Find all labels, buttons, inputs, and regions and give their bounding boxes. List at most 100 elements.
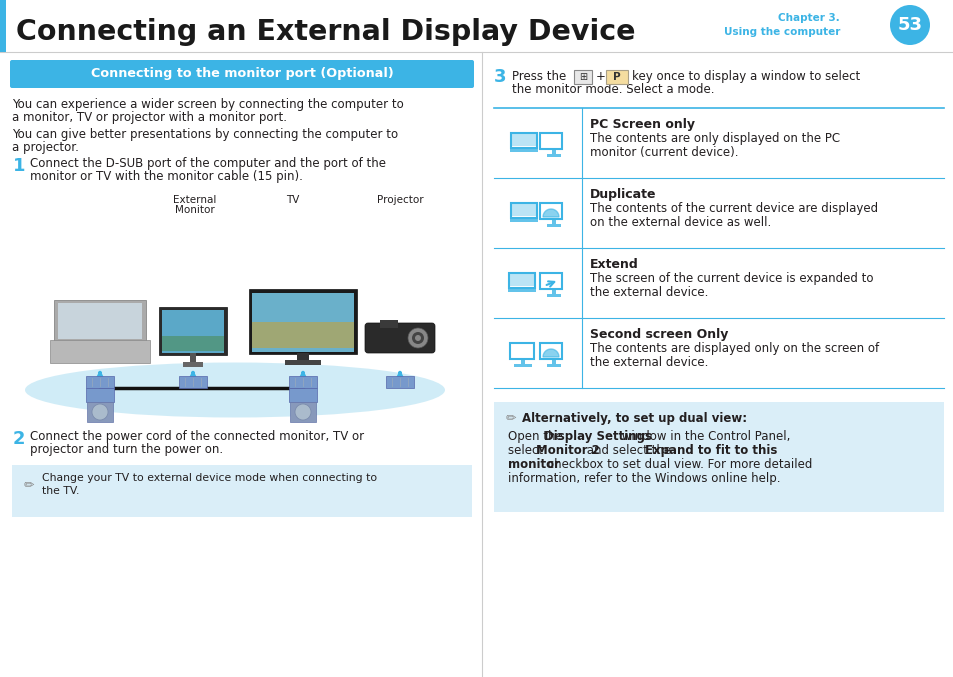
Text: Connect the D-SUB port of the computer and the port of the: Connect the D-SUB port of the computer a… xyxy=(30,157,386,170)
Text: the TV.: the TV. xyxy=(42,486,79,496)
Text: Monitor 2: Monitor 2 xyxy=(536,444,599,457)
Text: ✏: ✏ xyxy=(505,412,516,425)
Text: Change your TV to external device mode when connecting to: Change your TV to external device mode w… xyxy=(42,473,376,483)
Text: the external device.: the external device. xyxy=(589,356,708,369)
Text: TV: TV xyxy=(286,195,299,205)
Text: Monitor: Monitor xyxy=(175,205,214,215)
Text: Open the: Open the xyxy=(507,430,566,443)
Text: ✏: ✏ xyxy=(24,479,34,492)
Bar xyxy=(514,364,532,367)
Text: Display Settings: Display Settings xyxy=(543,430,651,443)
Bar xyxy=(539,343,561,359)
Text: a monitor, TV or projector with a monitor port.: a monitor, TV or projector with a monito… xyxy=(12,111,287,124)
Bar xyxy=(285,360,320,365)
Text: The screen of the current device is expanded to: The screen of the current device is expa… xyxy=(589,272,873,285)
Bar xyxy=(520,359,524,364)
Bar xyxy=(539,273,561,289)
Bar xyxy=(50,341,150,363)
Bar xyxy=(86,388,113,402)
Text: monitor or TV with the monitor cable (15 pin).: monitor or TV with the monitor cable (15… xyxy=(30,170,302,183)
Circle shape xyxy=(412,332,423,344)
Bar xyxy=(546,364,560,367)
Text: Press the: Press the xyxy=(512,70,566,83)
Text: P: P xyxy=(613,72,620,82)
Bar xyxy=(162,310,224,353)
Bar xyxy=(179,376,207,388)
Circle shape xyxy=(408,328,428,348)
Bar xyxy=(574,70,592,84)
Bar xyxy=(552,289,556,294)
Ellipse shape xyxy=(25,362,444,418)
Text: The contents are displayed only on the screen of: The contents are displayed only on the s… xyxy=(589,342,879,355)
Text: Projector: Projector xyxy=(376,195,423,205)
Text: window in the Control Panel,: window in the Control Panel, xyxy=(618,430,789,443)
Text: on the external device as well.: on the external device as well. xyxy=(589,216,770,229)
Text: the external device.: the external device. xyxy=(589,286,708,299)
Bar xyxy=(509,218,537,221)
Bar xyxy=(510,274,533,286)
Text: External: External xyxy=(173,195,216,205)
Bar xyxy=(509,148,537,152)
Text: the monitor mode. Select a mode.: the monitor mode. Select a mode. xyxy=(512,83,714,96)
Text: The contents are only displayed on the PC: The contents are only displayed on the P… xyxy=(589,132,840,145)
Bar xyxy=(296,353,309,363)
Bar xyxy=(252,322,354,348)
FancyBboxPatch shape xyxy=(365,323,435,353)
Bar xyxy=(159,307,227,355)
Text: PC Screen only: PC Screen only xyxy=(589,118,695,131)
Bar xyxy=(507,288,536,292)
Bar xyxy=(552,359,556,364)
Bar xyxy=(494,402,943,512)
Circle shape xyxy=(294,404,311,420)
Bar xyxy=(289,376,316,388)
Bar xyxy=(512,204,536,217)
Bar xyxy=(539,203,561,219)
Bar xyxy=(0,0,6,52)
Text: select: select xyxy=(507,444,546,457)
Bar xyxy=(86,376,113,388)
Text: You can give better presentations by connecting the computer to: You can give better presentations by con… xyxy=(12,128,397,141)
Bar xyxy=(511,203,537,218)
Text: Alternatively, to set up dual view:: Alternatively, to set up dual view: xyxy=(521,412,746,425)
Bar xyxy=(512,134,536,146)
Bar xyxy=(252,293,354,352)
Text: Second screen Only: Second screen Only xyxy=(589,328,727,341)
Bar xyxy=(289,388,316,402)
Bar xyxy=(190,353,195,365)
Text: monitor (current device).: monitor (current device). xyxy=(589,146,738,159)
Bar xyxy=(552,219,556,224)
Text: ⊞: ⊞ xyxy=(578,72,586,82)
Bar xyxy=(546,224,560,227)
Text: Connecting an External Display Device: Connecting an External Display Device xyxy=(16,18,635,46)
Text: The contents of the current device are displayed: The contents of the current device are d… xyxy=(589,202,877,215)
Text: Expand to fit to this: Expand to fit to this xyxy=(644,444,777,457)
Bar xyxy=(386,376,414,388)
Polygon shape xyxy=(542,209,558,217)
Bar xyxy=(509,273,535,288)
Bar xyxy=(249,289,356,354)
Text: Using the computer: Using the computer xyxy=(723,27,840,37)
Text: 3: 3 xyxy=(494,68,506,86)
Text: Connect the power cord of the connected monitor, TV or: Connect the power cord of the connected … xyxy=(30,430,364,443)
Bar xyxy=(183,362,203,367)
Text: +: + xyxy=(596,70,605,83)
Text: and select the: and select the xyxy=(582,444,674,457)
Text: Extend: Extend xyxy=(589,258,639,271)
Circle shape xyxy=(91,404,108,420)
Bar xyxy=(290,402,315,422)
Text: checkbox to set dual view. For more detailed: checkbox to set dual view. For more deta… xyxy=(543,458,812,471)
Bar xyxy=(546,154,560,157)
Text: You can experience a wider screen by connecting the computer to: You can experience a wider screen by con… xyxy=(12,98,403,111)
Bar xyxy=(87,402,112,422)
Bar xyxy=(511,133,537,148)
FancyBboxPatch shape xyxy=(10,60,474,88)
Text: projector and turn the power on.: projector and turn the power on. xyxy=(30,443,223,456)
Bar xyxy=(546,294,560,297)
Bar xyxy=(58,303,142,339)
Text: Chapter 3.: Chapter 3. xyxy=(778,13,840,23)
Bar xyxy=(539,133,561,149)
Bar xyxy=(12,465,472,517)
Text: information, refer to the Windows online help.: information, refer to the Windows online… xyxy=(507,472,780,485)
Polygon shape xyxy=(542,349,558,357)
Text: key once to display a window to select: key once to display a window to select xyxy=(631,70,860,83)
